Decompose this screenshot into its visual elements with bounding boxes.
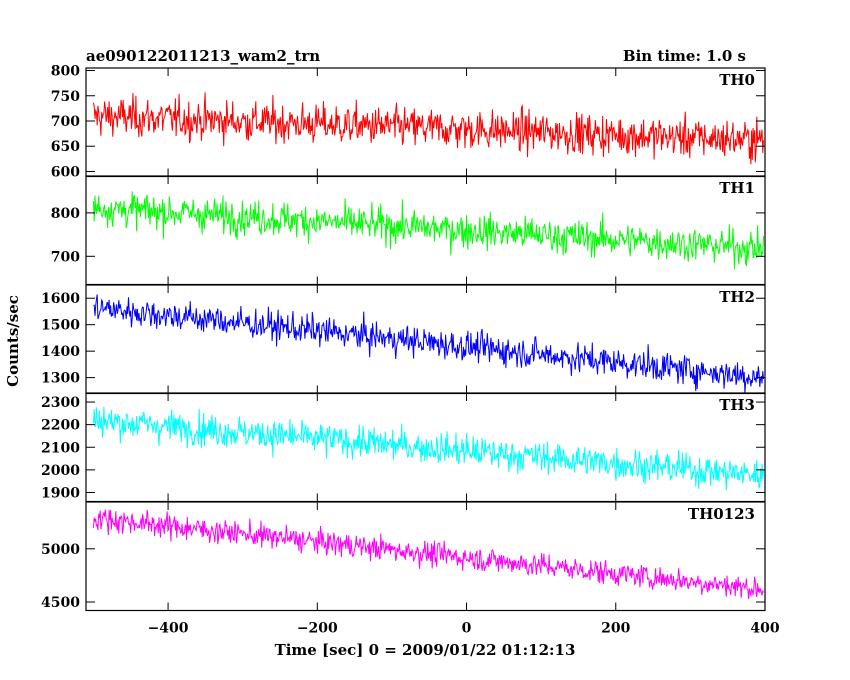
series-line-th2	[93, 294, 764, 394]
series-line-th0	[93, 92, 764, 165]
y-axis-label: Counts/sec	[4, 295, 22, 387]
panel-th2: TH2 1300 1400 1500 1600	[41, 284, 766, 395]
y-tick-label: 2000	[41, 463, 80, 479]
y-tick-label: 5000	[41, 542, 80, 558]
series-label-th0: TH0	[719, 71, 755, 89]
series-line-th3	[93, 406, 764, 491]
series-label-th2: TH2	[719, 288, 755, 306]
y-tick-label: 650	[51, 139, 80, 155]
series-label-th0123: TH0123	[688, 505, 755, 523]
x-axis-label: Time [sec] 0 = 2009/01/22 01:12:13	[275, 641, 576, 659]
y-tick-label: 2100	[41, 440, 80, 456]
panel-th1: TH1 700 800	[51, 175, 766, 286]
series-line-th1	[93, 191, 764, 270]
series-label-th3: TH3	[719, 396, 755, 414]
y-tick-label: 700	[51, 249, 80, 265]
x-tick-label: −400	[148, 621, 189, 637]
chart-title: ae090122011213_wam2_trn	[86, 47, 320, 65]
bin-time-label: Bin time: 1.0 s	[623, 47, 746, 65]
x-tick-label: 200	[601, 621, 630, 637]
panels: TH0 600 650 700 750 800 TH1 700 800 TH2 1300 1400 15…	[41, 64, 780, 637]
panel-th0123: TH0123 4500 5000	[41, 501, 766, 612]
panel-frame	[85, 284, 766, 395]
x-tick-label: −200	[297, 621, 338, 637]
y-tick-label: 700	[51, 114, 80, 130]
y-tick-label: 1300	[41, 371, 80, 387]
y-tick-label: 1400	[41, 344, 80, 360]
series-label-th1: TH1	[719, 179, 755, 197]
y-tick-label: 2300	[41, 395, 80, 411]
y-tick-label: 1900	[41, 485, 80, 501]
panel-th0: TH0 600 650 700 750 800	[51, 64, 766, 180]
x-tick-label: 0	[462, 621, 472, 637]
y-tick-label: 800	[51, 206, 80, 222]
panel-th3: TH3 1900 2000 2100 2200 2300	[41, 392, 766, 503]
x-tick-label: 400	[750, 621, 779, 637]
y-tick-label: 2200	[41, 418, 80, 434]
y-tick-label: 750	[51, 89, 80, 105]
y-tick-label: 1500	[41, 318, 80, 334]
y-tick-label: 1600	[41, 291, 80, 307]
series-line-th0123	[93, 509, 764, 600]
y-tick-label: 4500	[41, 595, 80, 611]
panel-frame	[85, 501, 766, 612]
y-tick-label: 800	[51, 64, 80, 80]
y-tick-label: 600	[51, 164, 80, 180]
